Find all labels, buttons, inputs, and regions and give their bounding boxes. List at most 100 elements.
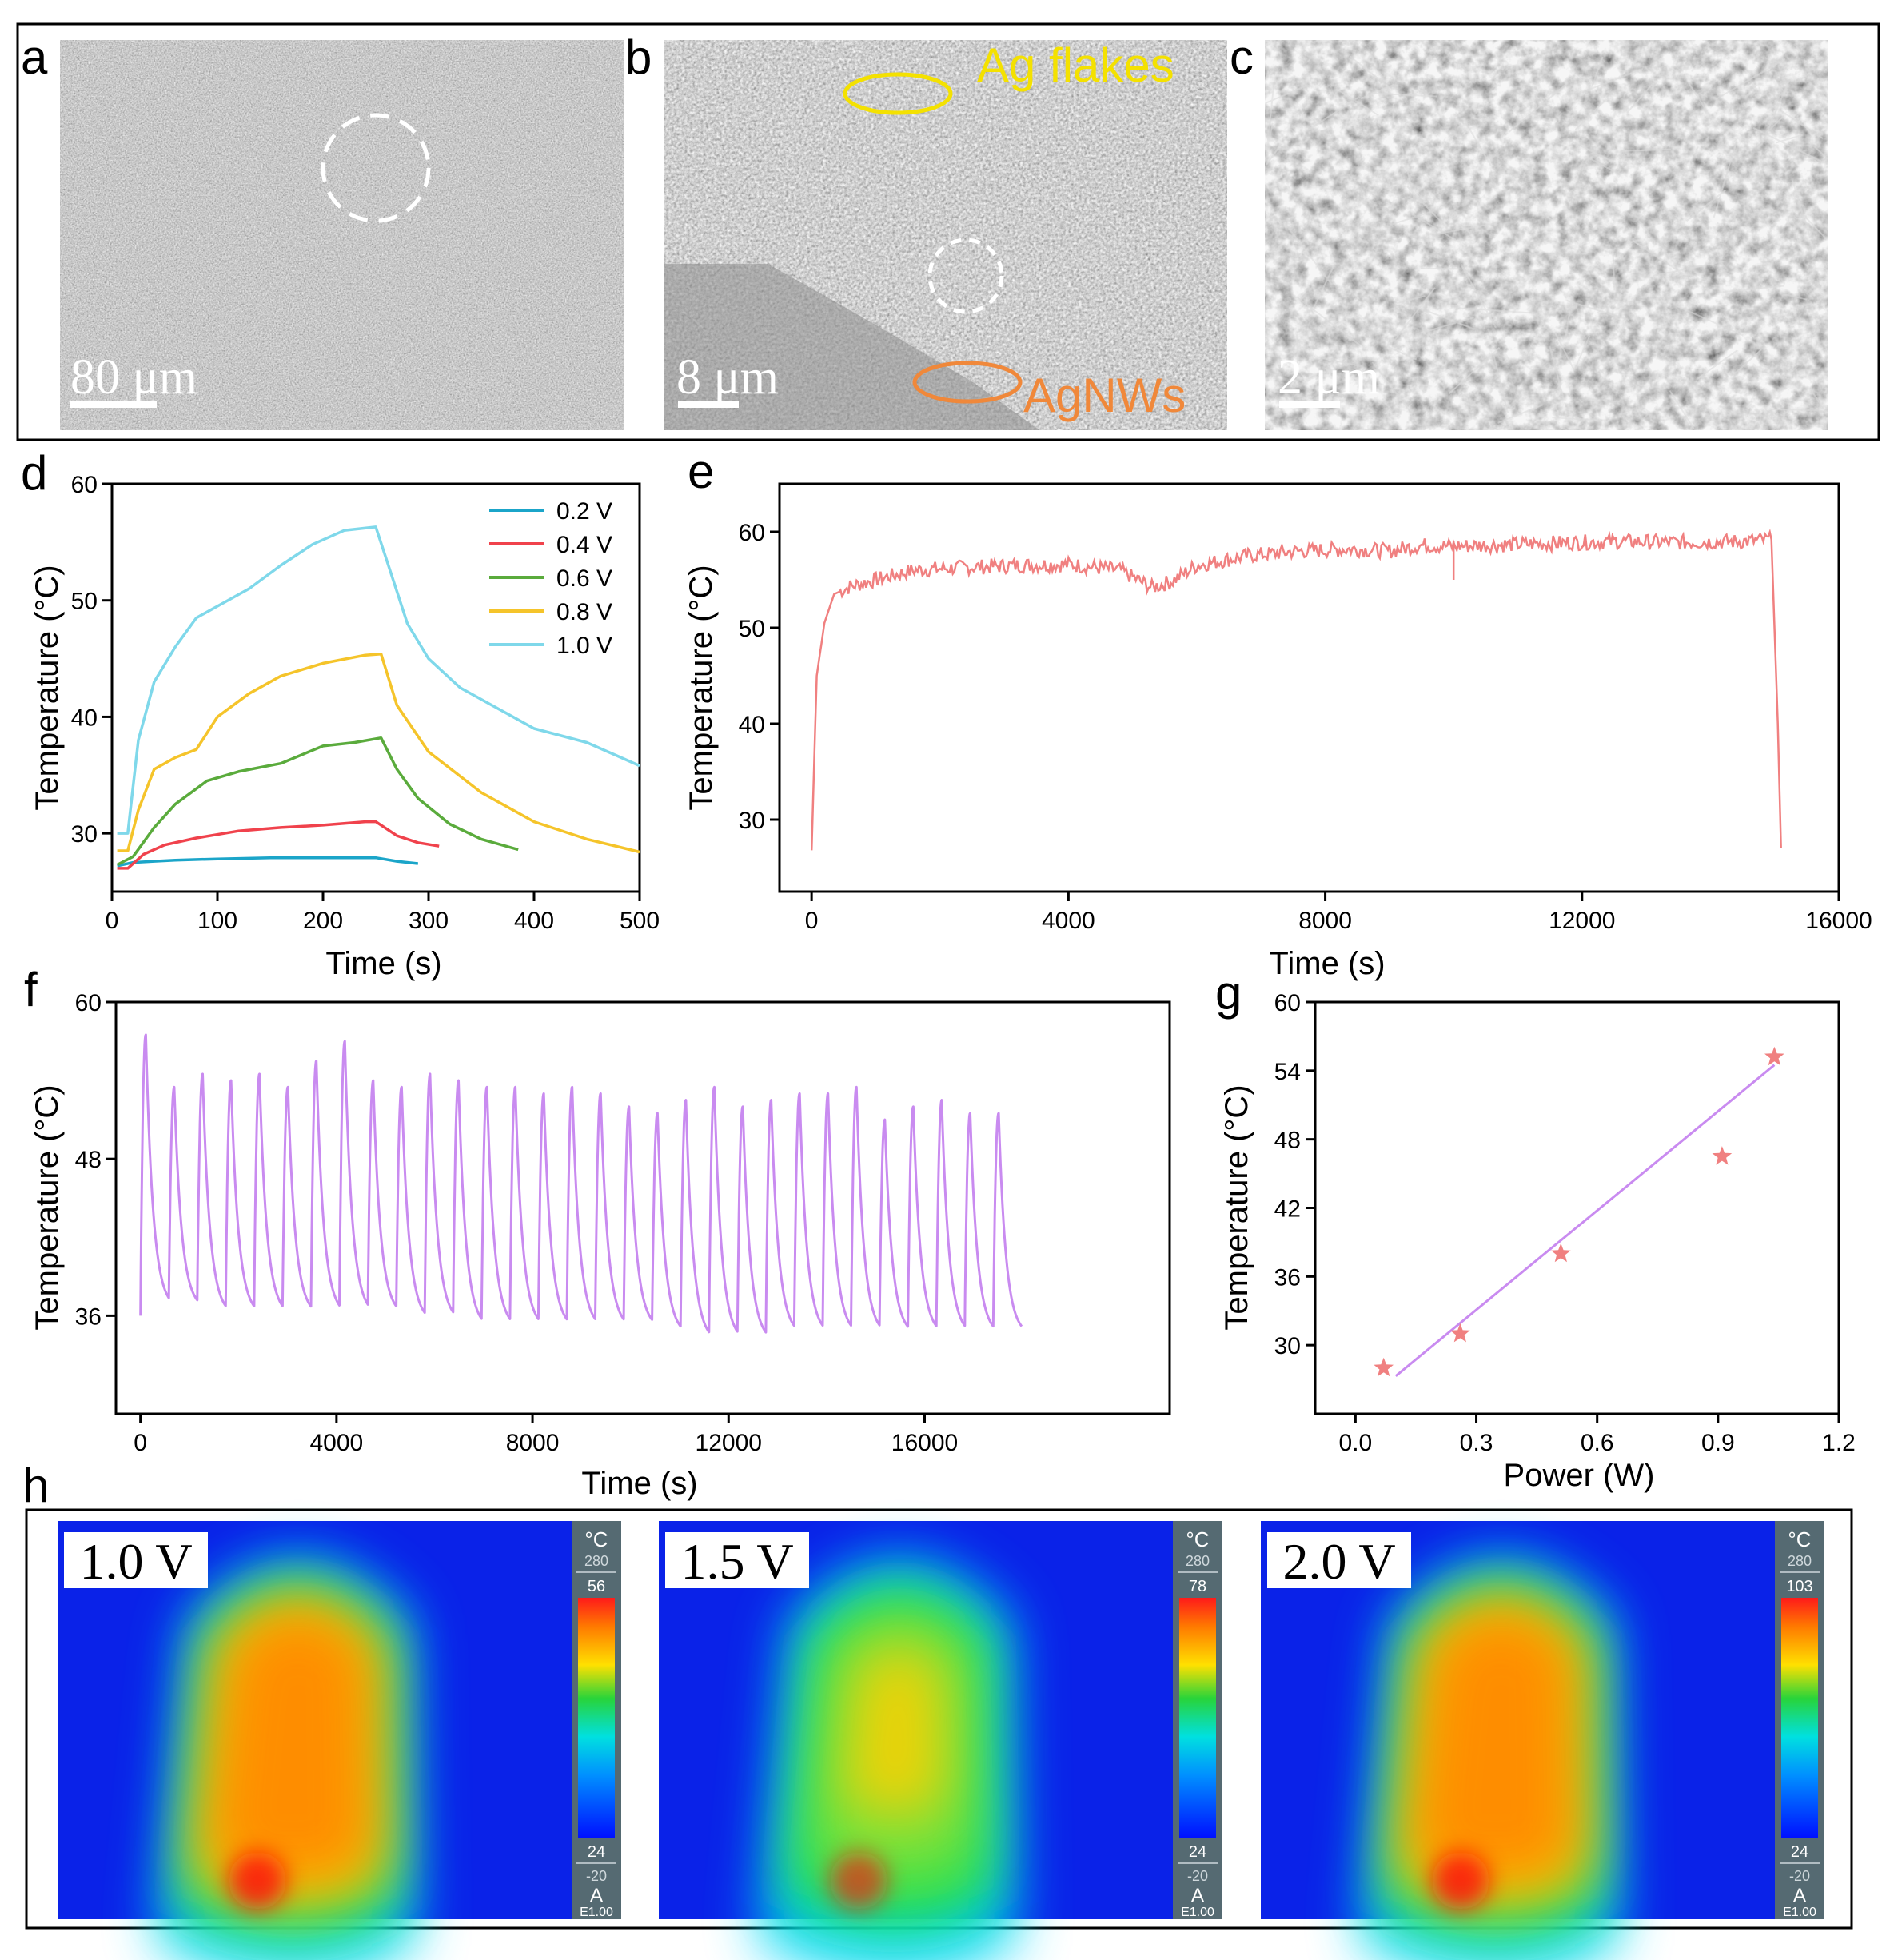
scale-bar-c: [1279, 401, 1340, 408]
panel-letter-h: h: [22, 1459, 49, 1512]
colorbar: [1179, 1598, 1216, 1838]
nanowire: [1396, 295, 1426, 305]
nanowire-lines: [1266, 55, 1828, 429]
legend-label: 0.8 V: [556, 599, 612, 625]
nanowire: [1813, 145, 1828, 159]
nanowire: [1371, 361, 1412, 413]
heat-layer: [841, 1644, 947, 1817]
y-tick-label: 54: [1274, 1059, 1301, 1085]
chart-e-ylabel: Temperature (°C): [684, 565, 719, 810]
nanowire: [1549, 346, 1565, 401]
hotspot: [1432, 1852, 1489, 1910]
nanowire: [1433, 222, 1498, 236]
nanowire: [1626, 82, 1654, 114]
scale-range-max: 280: [1788, 1553, 1812, 1569]
scale-label-a: 80 μm: [70, 350, 197, 405]
nanowire: [1585, 68, 1644, 92]
chart-d-xlabel: Time (s): [325, 946, 441, 981]
scale-label-b: 8 μm: [676, 350, 779, 405]
scale-emissivity: E1.00: [580, 1906, 613, 1919]
nanowire: [1422, 317, 1474, 334]
x-tick-label: 0: [134, 1430, 147, 1456]
voltage-label-bg: [1267, 1532, 1411, 1588]
x-tick-label: 1.2: [1822, 1430, 1856, 1456]
chart-f-series: [139, 1033, 1023, 1334]
flakes-label: Ag flakes: [977, 38, 1174, 92]
nanowire: [1266, 143, 1282, 166]
nanowire: [1392, 103, 1394, 129]
legend-label: 1.0 V: [556, 633, 612, 659]
y-tick-label: 42: [1274, 1196, 1301, 1223]
flakes-ellipse: [843, 72, 953, 115]
x-tick-label: 16000: [1805, 908, 1872, 934]
panel-letter-c: c: [1230, 30, 1254, 84]
scale-range-max: 280: [1186, 1553, 1210, 1569]
nanowire: [1633, 240, 1684, 275]
chart-e-ticks: 0 4000 8000 12000 16000 30 40 50 60: [739, 520, 1872, 934]
nanowire: [1810, 389, 1828, 414]
nanowire: [1388, 346, 1417, 361]
sem-texture-a: [60, 40, 624, 430]
sem-smooth-region-b: [664, 264, 1039, 430]
nanowire: [1733, 349, 1762, 375]
scale-max: 103: [1786, 1578, 1812, 1595]
chart-e-series: [810, 529, 1782, 851]
nanowire: [1591, 56, 1604, 87]
nanowire: [1497, 404, 1543, 424]
nanowire: [1566, 300, 1629, 321]
chart-g-ylabel: Temperature (°C): [1219, 1084, 1254, 1330]
nanowire: [1569, 139, 1616, 164]
nanowire: [1574, 335, 1591, 368]
y-tick-label: 36: [1274, 1264, 1301, 1291]
nanowire: [1800, 212, 1828, 240]
panel-letter-b: b: [625, 30, 652, 84]
nanowire: [1752, 127, 1824, 164]
x-tick-label: 12000: [696, 1430, 762, 1456]
nanowire: [1552, 417, 1602, 421]
nanowire: [1458, 307, 1533, 314]
x-tick-label: 200: [303, 908, 343, 934]
series-line-08: [117, 652, 640, 854]
nanowire: [1284, 222, 1333, 285]
x-tick-label: 100: [197, 908, 237, 934]
chart-d-ticks: 0 100 200 300 400 500 30 40 50 60: [71, 472, 660, 934]
scale-range-min: -20: [586, 1868, 607, 1884]
x-tick-label: 0.6: [1581, 1430, 1614, 1456]
x-tick-label: 8000: [506, 1430, 560, 1456]
chart-g-xlabel: Power (W): [1504, 1458, 1655, 1493]
nanowire: [1612, 250, 1616, 291]
y-tick-label: 50: [739, 616, 765, 642]
scale-unit: °C: [1788, 1527, 1811, 1551]
panel-letter-g: g: [1215, 966, 1242, 1020]
chart-d-frame: [110, 482, 641, 893]
chart-g-ticks: 0.0 0.3 0.6 0.9 1.2 30 36 42 48 54 60: [1274, 990, 1856, 1456]
sem-panel-c: 2 μm: [1265, 40, 1828, 430]
data-point-star: [1551, 1243, 1571, 1263]
x-tick-label: 0.0: [1339, 1430, 1373, 1456]
scale-max: 56: [588, 1578, 605, 1595]
legend-label: 0.6 V: [556, 565, 612, 592]
nanowire: [1717, 58, 1786, 99]
nanowire: [1696, 349, 1738, 381]
y-tick-label: 40: [739, 712, 765, 738]
y-tick-label: 40: [71, 705, 98, 731]
nanowire: [1393, 287, 1436, 341]
sem-frame: [16, 22, 1880, 441]
chart-f-ylabel: Temperature (°C): [30, 1084, 65, 1330]
chart-d-ylabel: Temperature (°C): [30, 565, 65, 810]
data-point-star: [1450, 1323, 1470, 1343]
chart-f-xlabel: Time (s): [581, 1466, 697, 1501]
nanowire: [1565, 300, 1572, 338]
y-tick-label: 60: [739, 520, 765, 546]
data-point-star: [1374, 1357, 1394, 1377]
nanowire: [1266, 122, 1274, 152]
scale-min: 24: [1791, 1843, 1808, 1861]
x-tick-label: 8000: [1298, 908, 1352, 934]
nanowire: [1783, 293, 1808, 301]
data-point-star: [1764, 1046, 1784, 1066]
x-tick-label: 16000: [891, 1430, 958, 1456]
